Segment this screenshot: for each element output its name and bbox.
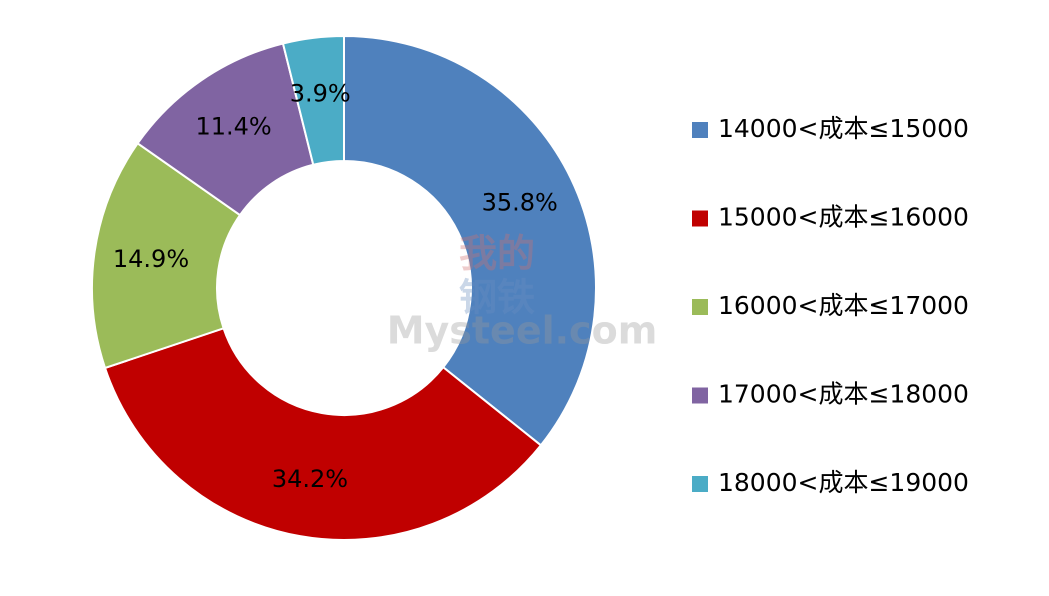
slice (343, 34, 597, 447)
data-label: 3.9% (290, 79, 351, 107)
slice (103, 327, 543, 541)
legend-label: 18000<成本≤19000 (718, 468, 969, 497)
data-label: 11.4% (195, 112, 271, 140)
data-label: 14.9% (113, 245, 189, 273)
slice (91, 141, 242, 370)
data-label: 34.2% (272, 465, 348, 493)
data-label: 35.8% (482, 188, 558, 216)
watermark: Mysteel.com (387, 309, 658, 353)
legend-label: 14000<成本≤15000 (718, 114, 969, 143)
watermark: 钢铁 (459, 276, 535, 320)
legend-swatch (692, 122, 708, 138)
legend-swatch (692, 299, 708, 315)
watermark: 我的 (459, 232, 535, 276)
legend-swatch (692, 387, 708, 404)
legend-swatch (692, 210, 708, 227)
legend-label: 16000<成本≤17000 (718, 291, 969, 320)
legend-label: 15000<成本≤16000 (718, 203, 969, 232)
slice (281, 34, 345, 166)
legend-swatch (692, 476, 708, 492)
legend-label: 17000<成本≤18000 (718, 380, 969, 409)
